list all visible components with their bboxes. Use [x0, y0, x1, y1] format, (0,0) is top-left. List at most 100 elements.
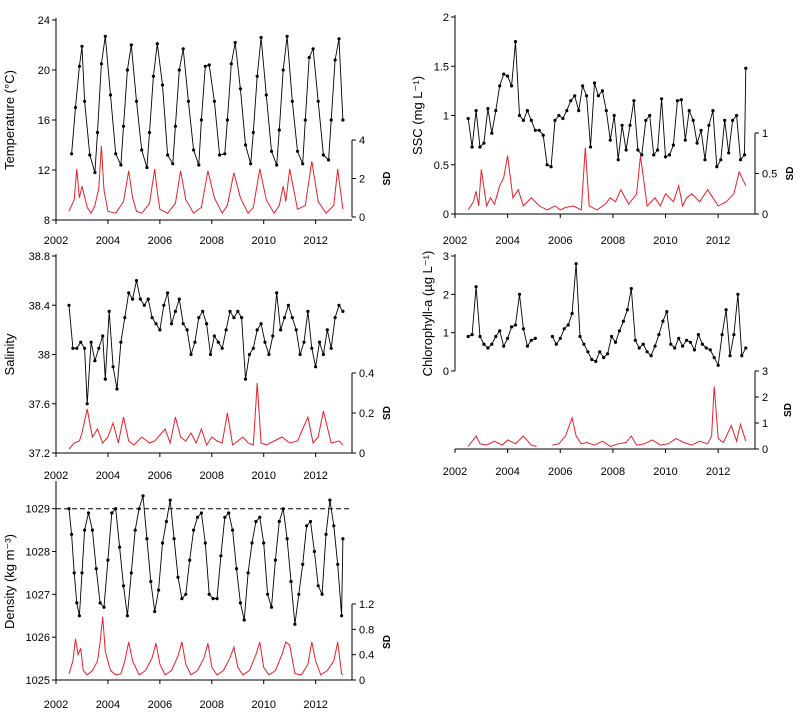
data-point	[333, 316, 337, 320]
data-point	[286, 303, 290, 307]
data-point	[566, 323, 570, 327]
data-point	[569, 99, 573, 103]
data-point	[158, 328, 162, 332]
data-point	[665, 310, 669, 314]
data-point	[111, 365, 115, 369]
data-point	[727, 151, 731, 155]
x-tick-label: 2008	[601, 235, 625, 247]
data-point	[699, 128, 703, 132]
data-point	[578, 334, 582, 339]
data-point	[73, 105, 78, 110]
data-point	[333, 58, 337, 62]
data-point	[482, 342, 486, 346]
x-tick-label: 2002	[44, 235, 68, 247]
data-point	[269, 149, 274, 153]
data-point	[570, 311, 574, 316]
data-point	[83, 528, 87, 532]
data-point	[321, 153, 325, 157]
data-point	[657, 333, 661, 337]
data-point	[321, 352, 325, 357]
data-point	[310, 346, 314, 350]
data-point	[637, 346, 641, 350]
data-point	[649, 354, 653, 358]
data-point	[164, 519, 168, 524]
sd-tick-label: 0	[762, 209, 768, 221]
data-point	[125, 614, 129, 618]
sd-series-line	[467, 435, 537, 447]
data-point	[629, 287, 633, 291]
data-point	[290, 316, 294, 320]
data-point	[324, 532, 328, 537]
data-point	[341, 309, 345, 313]
data-point	[181, 322, 185, 326]
data-point	[85, 402, 89, 406]
data-point	[184, 592, 188, 596]
sd-axis-label: SD	[382, 406, 393, 420]
data-point	[704, 346, 708, 350]
data-point	[545, 163, 549, 167]
data-point	[474, 109, 478, 113]
data-point	[125, 68, 129, 72]
y-tick-label: 1028	[26, 547, 50, 559]
data-point	[271, 334, 275, 338]
data-point	[220, 346, 224, 350]
sd-tick-label: 3	[762, 366, 768, 378]
data-point	[232, 316, 236, 320]
data-point	[502, 72, 506, 76]
data-point	[160, 541, 165, 545]
data-point	[604, 109, 608, 113]
data-point	[711, 109, 715, 113]
data-point	[581, 84, 585, 88]
data-point	[72, 571, 76, 575]
x-tick-label: 2004	[96, 470, 120, 482]
data-point	[138, 297, 142, 301]
data-point	[208, 352, 213, 357]
data-point	[298, 352, 302, 357]
data-point	[75, 346, 79, 350]
data-point	[317, 340, 322, 344]
data-point	[660, 97, 664, 101]
sd-axis-label: SD	[785, 167, 796, 181]
data-point	[86, 511, 91, 515]
data-point	[293, 622, 297, 626]
y-tick-label: 38.8	[29, 251, 50, 263]
y-tick-label: 20	[38, 65, 50, 77]
data-point	[687, 109, 691, 113]
data-point	[197, 163, 201, 167]
data-point	[314, 365, 318, 369]
data-point	[573, 94, 577, 98]
data-point	[215, 597, 219, 601]
data-point	[71, 346, 75, 350]
data-point	[168, 498, 172, 502]
data-point	[691, 118, 695, 122]
data-point	[263, 340, 267, 344]
data-point	[525, 109, 530, 113]
y-tick-label: 1029	[26, 504, 50, 516]
data-point	[316, 584, 320, 588]
data-point	[80, 44, 84, 48]
data-point	[498, 84, 502, 88]
data-point	[533, 128, 537, 132]
data-point	[633, 338, 637, 342]
x-tick-label: 2006	[148, 699, 172, 711]
sd-series-line	[552, 386, 747, 447]
data-point	[692, 348, 697, 352]
data-point	[653, 344, 657, 348]
data-point	[494, 109, 498, 113]
data-point	[228, 309, 232, 313]
data-point	[521, 118, 526, 122]
data-point	[533, 336, 537, 340]
data-point	[679, 98, 683, 102]
data-point	[201, 309, 205, 313]
data-point	[160, 83, 165, 87]
data-point	[557, 113, 561, 118]
data-point	[641, 342, 645, 346]
data-point	[118, 545, 122, 549]
data-point	[88, 153, 92, 157]
data-point	[108, 93, 113, 97]
data-point	[199, 511, 203, 515]
sd-tick-label: 4	[359, 135, 365, 147]
data-point	[154, 322, 158, 326]
data-point	[502, 344, 506, 348]
data-point	[94, 567, 98, 571]
